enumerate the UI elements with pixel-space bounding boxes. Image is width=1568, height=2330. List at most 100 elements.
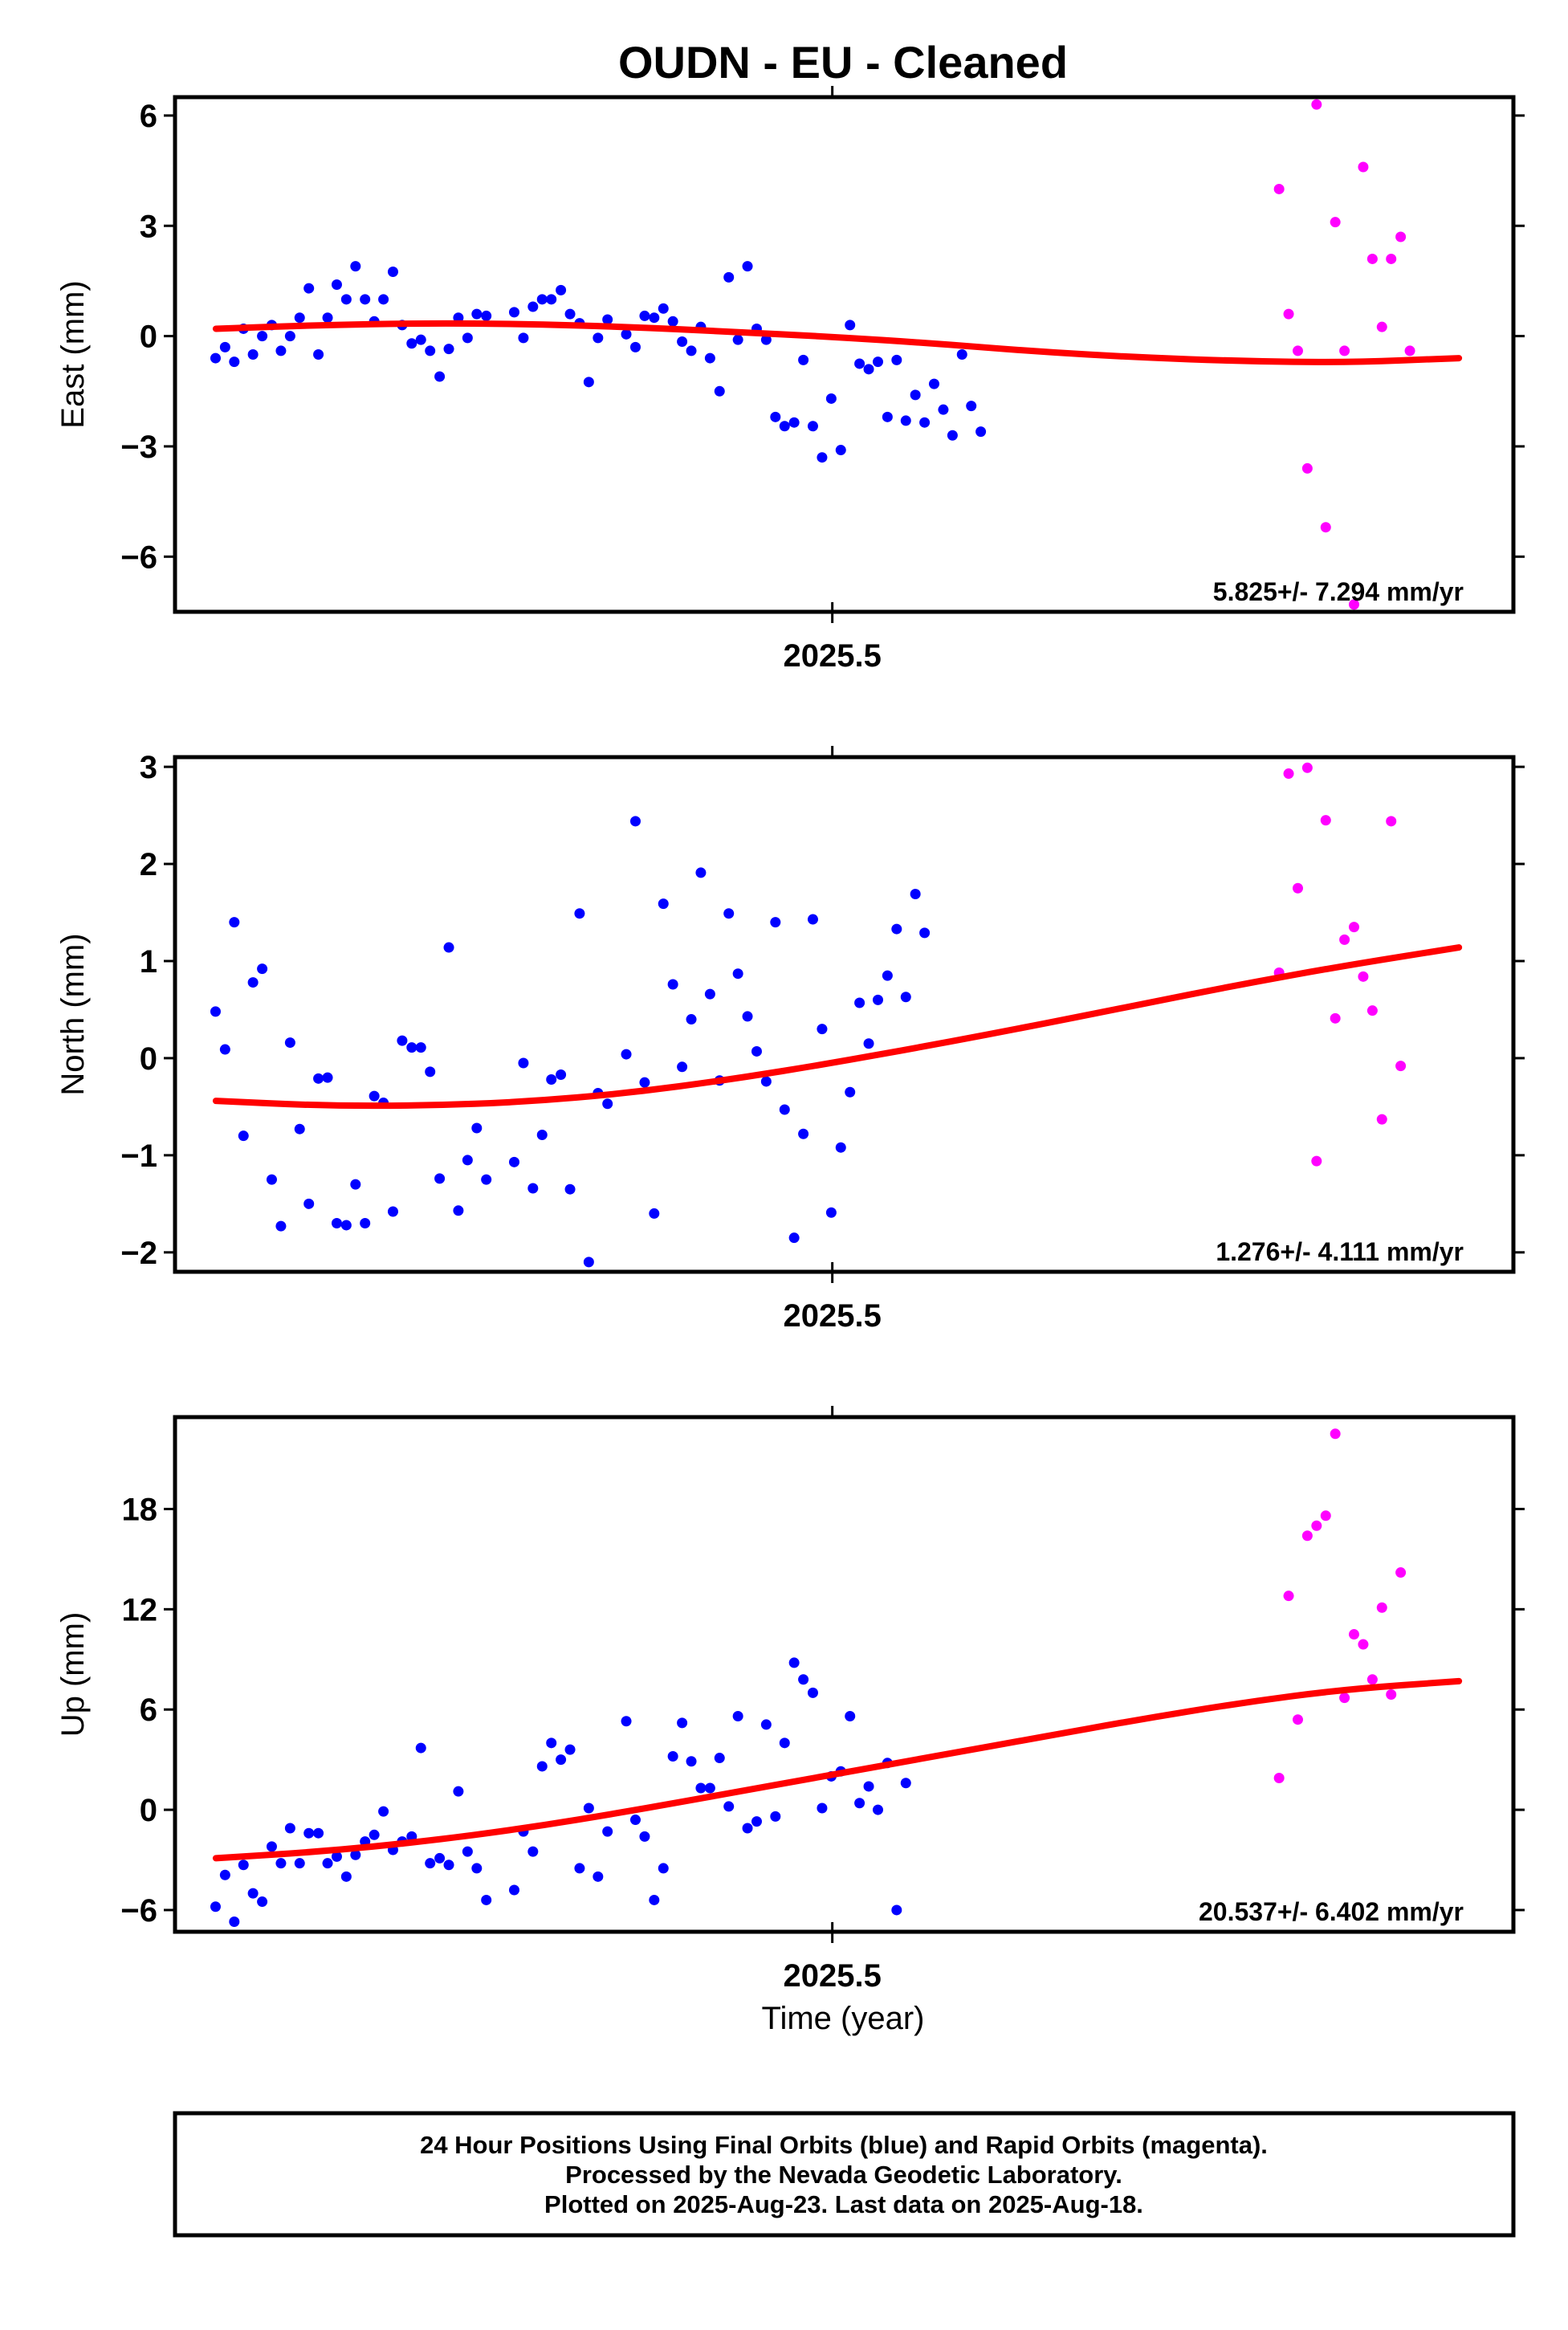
final-orbit-point (322, 312, 333, 324)
final-orbit-point (910, 889, 921, 900)
final-orbit-point (518, 1057, 529, 1069)
final-orbit-point (229, 917, 240, 928)
final-orbit-point (247, 977, 259, 988)
final-orbit-point (629, 816, 641, 827)
final-orbit-point (658, 303, 669, 314)
final-orbit-point (462, 332, 473, 344)
final-orbit-point (714, 385, 725, 397)
trend-line (212, 944, 1463, 1110)
final-orbit-point (872, 994, 883, 1005)
rapid-orbit-point (1358, 1639, 1369, 1650)
final-orbit-point (556, 1754, 567, 1766)
final-orbit-point (229, 356, 240, 368)
footer-box: 24 Hour Positions Using Final Orbits (bl… (173, 2111, 1516, 2238)
final-orbit-point (219, 1869, 230, 1880)
final-orbit-point (434, 371, 446, 382)
final-orbit-point (760, 334, 772, 345)
y-tick-label: −2 (120, 1236, 157, 1271)
rapid-orbit-point (1330, 1012, 1341, 1024)
trend-line (212, 1677, 1463, 1862)
final-orbit-point (369, 1090, 380, 1102)
final-orbit-point (564, 1744, 576, 1755)
data-points (210, 762, 1407, 1268)
final-orbit-point (639, 310, 650, 321)
final-orbit-point (350, 261, 361, 272)
final-orbit-point (825, 393, 837, 404)
rapid-orbit-point (1339, 1693, 1350, 1704)
y-tick-label: −6 (120, 540, 157, 575)
final-orbit-point (360, 294, 371, 305)
y-axis-label: East (mm) (55, 280, 91, 428)
rapid-orbit-point (1330, 217, 1341, 228)
final-orbit-point (891, 354, 902, 365)
final-orbit-point (546, 294, 557, 305)
final-orbit-point (340, 294, 352, 305)
final-orbit-point (649, 312, 660, 324)
final-orbit-point (508, 1884, 519, 1896)
final-orbit-point (443, 344, 454, 355)
final-orbit-point (303, 1198, 315, 1209)
final-orbit-point (770, 917, 781, 928)
final-orbit-point (845, 1711, 856, 1722)
rapid-orbit-point (1395, 1567, 1407, 1578)
final-orbit-point (686, 1014, 697, 1025)
rapid-orbit-point (1348, 922, 1359, 933)
y-tick-label: 0 (140, 1793, 157, 1828)
rapid-orbit-point (1366, 1005, 1378, 1016)
final-orbit-point (425, 1066, 436, 1077)
rapid-orbit-point (1301, 462, 1313, 474)
final-orbit-point (275, 345, 287, 356)
footer-line-2: Processed by the Nevada Geodetic Laborat… (565, 2161, 1122, 2189)
final-orbit-point (527, 301, 539, 312)
final-orbit-point (284, 1037, 295, 1049)
final-orbit-point (434, 1852, 446, 1864)
rapid-orbit-point (1376, 1602, 1387, 1613)
rate-text: 1.276+/- 4.111 mm/yr (1216, 1237, 1464, 1266)
final-orbit-point (378, 1806, 389, 1817)
final-orbit-point (284, 331, 295, 342)
final-orbit-point (779, 1104, 790, 1115)
final-orbit-point (257, 331, 268, 342)
rapid-orbit-point (1366, 253, 1378, 264)
final-orbit-point (966, 401, 977, 412)
final-orbit-point (219, 1044, 230, 1055)
final-orbit-point (387, 1206, 398, 1217)
rapid-orbit-point (1376, 1114, 1387, 1125)
final-orbit-point (583, 377, 594, 388)
final-orbit-point (817, 452, 828, 463)
final-orbit-point (947, 430, 958, 441)
final-orbit-point (649, 1894, 660, 1905)
final-orbit-point (658, 898, 669, 910)
final-orbit-point (471, 308, 483, 320)
final-orbit-point (798, 354, 809, 365)
final-orbit-point (919, 417, 931, 428)
y-tick-label: 12 (122, 1592, 158, 1627)
panel-frame (173, 95, 1516, 614)
rapid-orbit-point (1348, 1629, 1359, 1640)
final-orbit-point (704, 1782, 715, 1794)
final-orbit-point (779, 1737, 790, 1749)
y-tick-label: 6 (140, 1693, 157, 1728)
footer-line-3: Plotted on 2025-Aug-23. Last data on 202… (544, 2190, 1143, 2218)
final-orbit-point (462, 1155, 473, 1166)
final-orbit-point (863, 1038, 874, 1049)
final-orbit-point (835, 445, 846, 456)
final-orbit-point (854, 358, 865, 369)
final-orbit-point (564, 308, 576, 320)
final-orbit-point (742, 1011, 753, 1022)
final-orbit-point (686, 345, 697, 356)
data-points (210, 1428, 1407, 1928)
final-orbit-point (854, 1798, 865, 1809)
panel-north: −2 −1 0 1 2 3 2025.5 North (mm) 1.276+/- 4.111 m… (55, 746, 1525, 1334)
rapid-orbit-point (1320, 1510, 1331, 1521)
final-orbit-point (602, 1098, 613, 1110)
final-orbit-point (275, 1858, 287, 1869)
final-orbit-point (751, 1045, 762, 1057)
panel-up: −6 0 6 12 18 2025.5 Up (mm) 20.537+/- 6.402 mm/… (55, 1406, 1525, 1994)
rapid-orbit-point (1404, 345, 1415, 356)
final-orbit-point (704, 988, 715, 1000)
final-orbit-point (621, 328, 632, 340)
final-orbit-point (556, 284, 567, 295)
final-orbit-point (257, 1896, 268, 1908)
final-orbit-point (536, 1761, 548, 1772)
